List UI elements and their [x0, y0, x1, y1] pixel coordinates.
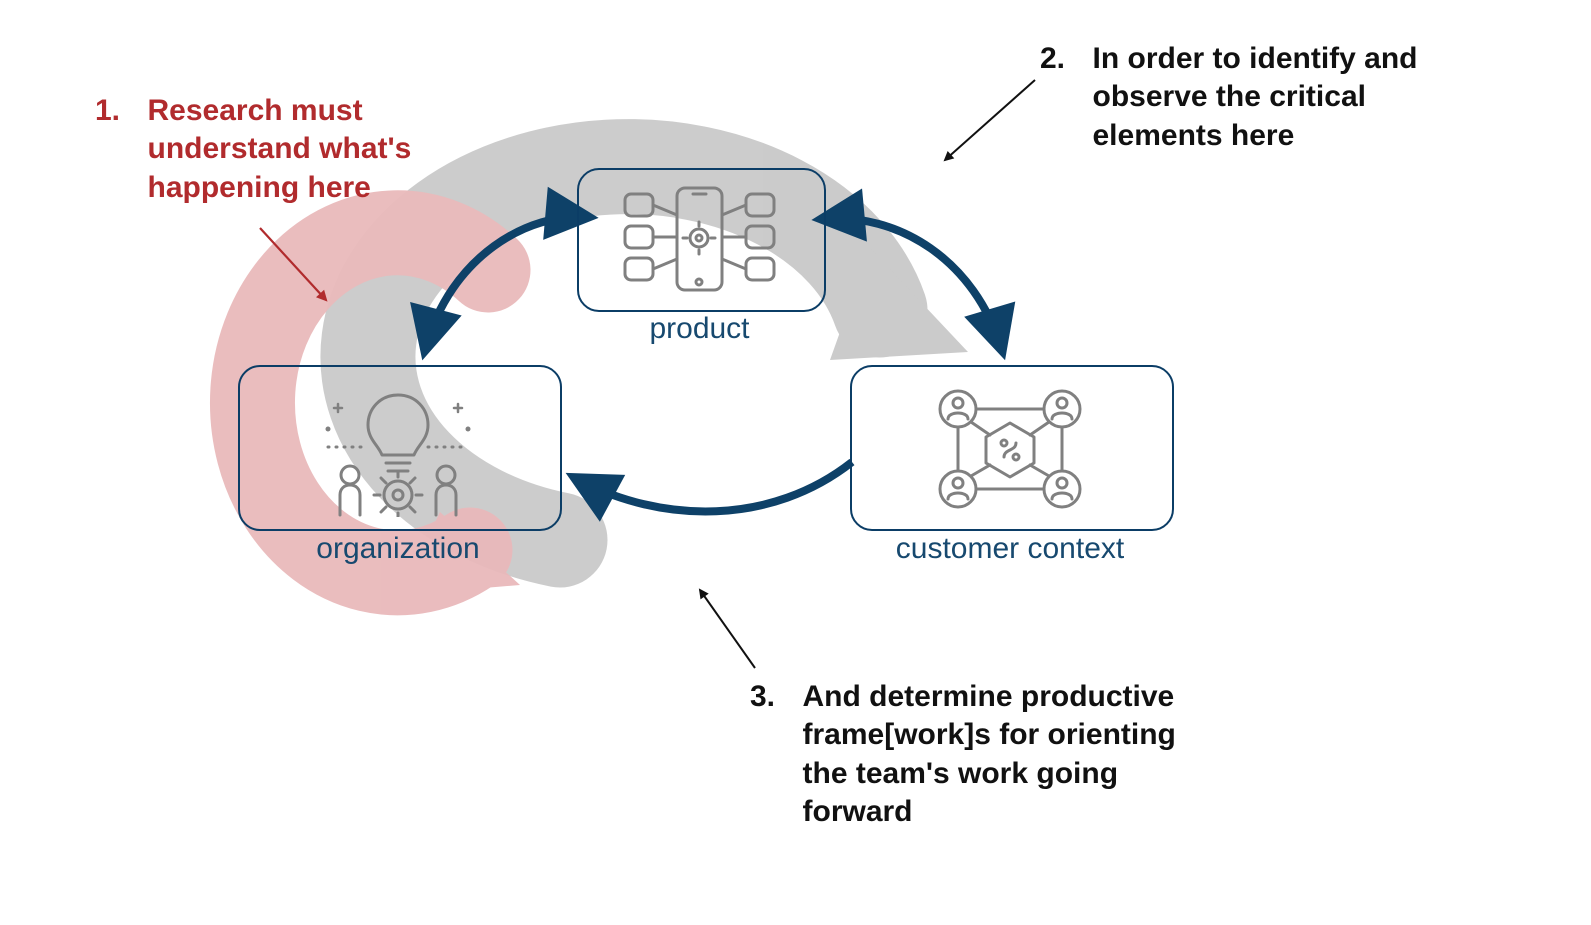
diagram-stage: organization product customer context	[0, 0, 1591, 925]
pointer-3	[700, 590, 755, 668]
pointer-2	[945, 80, 1035, 160]
annotation-pointers	[0, 0, 1591, 925]
pointer-1	[260, 228, 326, 300]
